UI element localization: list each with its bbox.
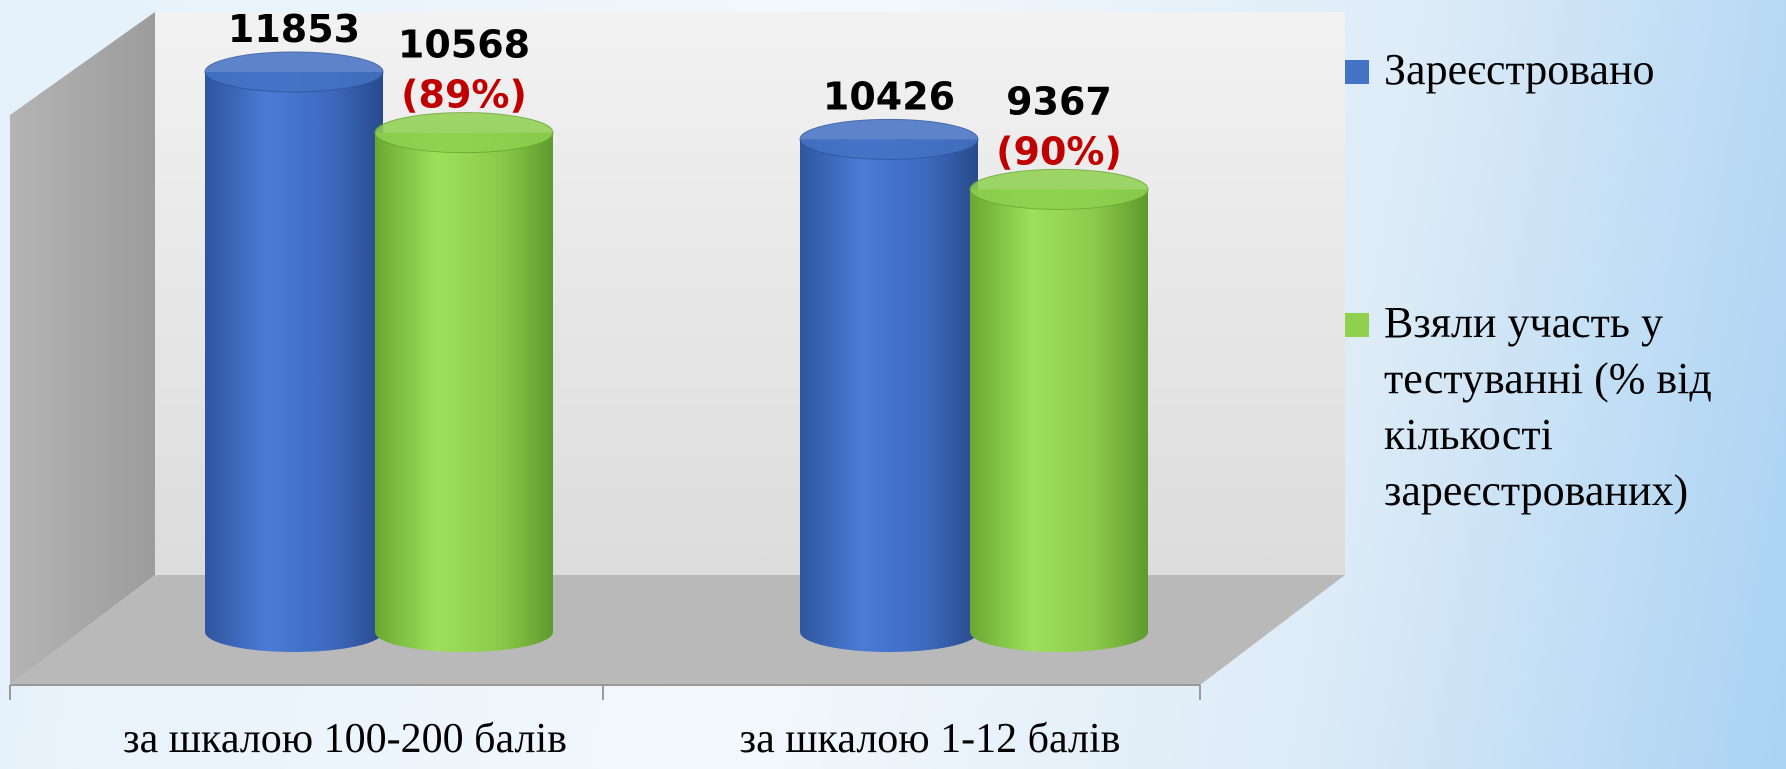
x-tick-label: за шкалою 100-200 балів xyxy=(123,716,567,762)
cylinder-top xyxy=(374,112,554,154)
data-label: 10568 xyxy=(398,23,530,67)
data-label: 10426 xyxy=(823,74,955,118)
cylinder-body xyxy=(375,132,553,653)
data-label: 11853 xyxy=(228,7,360,51)
cylinder-top xyxy=(204,51,384,93)
cylinder xyxy=(969,168,1149,653)
legend-swatch xyxy=(1345,313,1369,337)
legend-swatch xyxy=(1345,60,1369,84)
cylinder xyxy=(799,118,979,652)
side-wall xyxy=(10,12,155,685)
cylinder-top xyxy=(969,168,1149,210)
legend-label: Взяли участь у тестуванні (% від кількос… xyxy=(1384,298,1712,515)
data-annotation: (90%) xyxy=(996,129,1122,173)
cylinder-top xyxy=(799,118,979,160)
legend-label: Зареєстровано xyxy=(1384,45,1655,94)
cylinder-body xyxy=(205,71,383,653)
x-tick-label: за шкалою 1-12 балів xyxy=(739,716,1120,762)
cylinder-body xyxy=(800,139,978,652)
cylinder xyxy=(204,51,384,653)
cylinder xyxy=(374,112,554,653)
data-annotation: (89%) xyxy=(401,73,527,117)
data-label: 9367 xyxy=(1006,79,1112,123)
cylinder-body xyxy=(970,189,1148,653)
